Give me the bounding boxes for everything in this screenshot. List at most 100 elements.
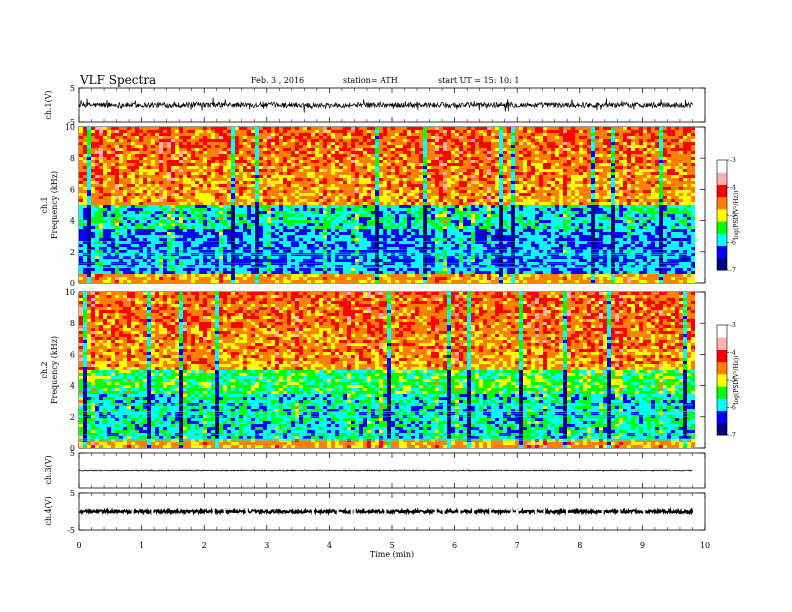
spectrogram-cell [87,235,91,238]
spectrogram-cell [203,226,207,229]
spectrogram-cell [215,235,219,238]
spectrogram-cell [351,274,355,277]
spectrogram-cell [359,262,363,265]
spectrogram-cell [411,244,415,247]
spectrogram-cell [171,265,175,268]
spectrogram-cell [143,277,147,280]
spectrogram-cell [159,133,163,136]
spectrogram-cell [407,229,411,232]
spectrogram-cell [243,244,247,247]
spectrogram-cell [115,190,119,193]
spectrogram-cell [119,277,123,280]
spectrogram-cell [363,181,367,184]
spectrogram-cell [343,166,347,169]
spectrogram-cell [111,259,115,262]
spectrogram-cell [103,250,107,253]
spectrogram-cell [407,160,411,163]
spectrogram-cell [387,157,391,160]
spectrogram-cell [287,199,291,202]
spectrogram-cell [135,166,139,169]
spectrogram-cell [99,217,103,220]
spectrogram-cell [219,238,223,241]
spectrogram-cell [231,193,235,196]
spectrogram-cell [83,136,87,139]
spectrogram-cell [107,223,111,226]
spectrogram-cell [407,187,411,190]
spectrogram-cell [103,190,107,193]
spectrogram-cell [135,175,139,178]
spectrogram-cell [223,253,227,256]
spectrogram-cell [287,280,291,283]
spectrogram-cell [403,163,407,166]
spectrogram-cell [239,154,243,157]
spectrogram-cell [155,172,159,175]
spectrogram-cell [147,271,151,274]
spectrogram-cell [131,214,135,217]
spectrogram-cell [147,133,151,136]
spectrogram-cell [259,208,263,211]
spectrogram-cell [127,238,131,241]
spectrogram-cell [163,178,167,181]
spectrogram-cell [395,238,399,241]
spectrogram-cell [391,184,395,187]
spectrogram-cell [215,250,219,253]
spectrogram-cell [203,259,207,262]
spectrogram-cell [91,247,95,250]
spectrogram-cell [255,262,259,265]
spectrogram-cell [311,280,315,283]
spectrogram-cell [343,271,347,274]
spectrogram-cell [191,190,195,193]
spectrogram-cell [375,187,379,190]
spectrogram-cell [235,187,239,190]
spectrogram-cell [379,133,383,136]
spectrogram-cell [399,133,403,136]
spectrogram-cell [311,226,315,229]
spectrogram-cell [171,175,175,178]
spectrogram-cell [155,139,159,142]
spectrogram-cell [319,154,323,157]
spectrogram-cell [167,178,171,181]
spectrogram-cell [135,208,139,211]
spectrogram-cell [407,268,411,271]
spectrogram-cell [363,163,367,166]
spectrogram-cell [367,223,371,226]
spectrogram-cell [335,214,339,217]
spectrogram-cell [347,235,351,238]
spectrogram-cell [275,265,279,268]
spectrogram-cell [275,154,279,157]
spectrogram-cell [311,229,315,232]
spectrogram-cell [107,145,111,148]
spectrogram-cell [127,202,131,205]
spectrogram-cell [155,130,159,133]
spectrogram-cell [331,259,335,262]
spectrogram-cell [99,190,103,193]
spectrogram-cell [79,148,83,151]
spectrogram-cell [95,145,99,148]
spectrogram-cell [219,250,223,253]
spectrogram-cell [239,157,243,160]
spectrogram-cell [243,202,247,205]
spectrogram-cell [95,235,99,238]
spectrogram-cell [111,226,115,229]
spectrogram-cell [383,130,387,133]
spectrogram-cell [251,157,255,160]
spectrogram-cell [107,220,111,223]
spectrogram-cell [219,163,223,166]
spectrogram-cell [115,157,119,160]
spectrogram-cell [383,253,387,256]
spectrogram-cell [111,154,115,157]
spectrogram-cell [339,139,343,142]
spectrogram-cell [159,178,163,181]
spectrogram-cell [203,148,207,151]
spectrogram-cell [143,250,147,253]
waveform-gap [350,508,353,515]
spectrogram-cell [307,172,311,175]
spectrogram-cell [379,172,383,175]
spectrogram-cell [79,127,83,130]
spectrogram-cell [303,175,307,178]
spectrogram-cell [171,193,175,196]
spectrogram-cell [199,214,203,217]
spectrogram-cell [347,232,351,235]
spectrogram-cell [315,193,319,196]
spectrogram-cell [91,199,95,202]
